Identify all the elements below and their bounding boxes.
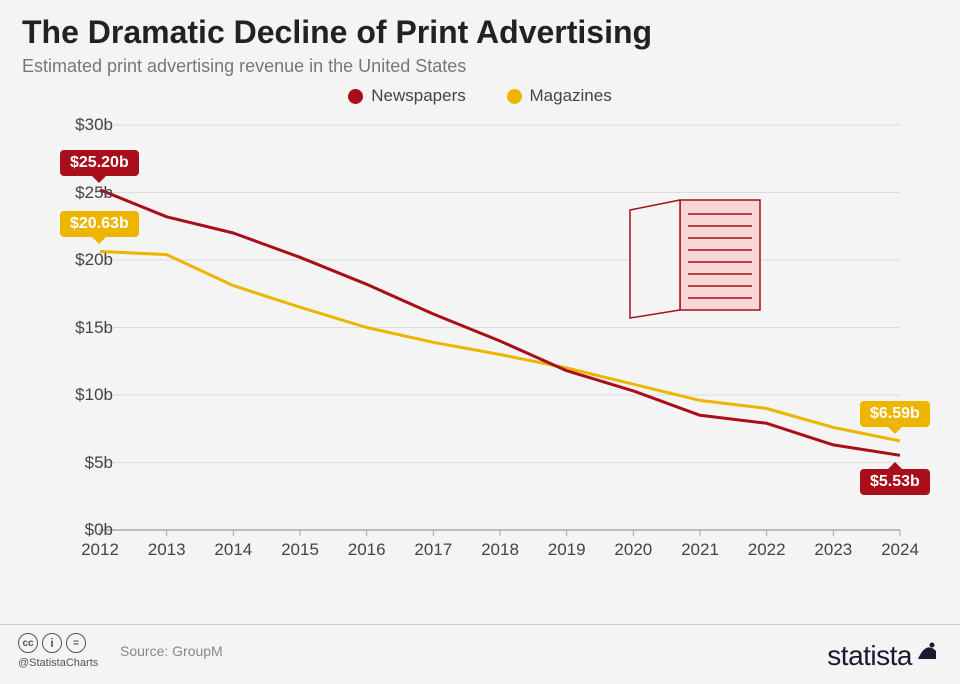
y-axis-label: $0b xyxy=(85,520,113,540)
x-axis-label: 2017 xyxy=(414,540,452,560)
cc-icon: cc xyxy=(18,633,38,653)
y-axis-label: $30b xyxy=(75,115,113,135)
x-axis-label: 2015 xyxy=(281,540,319,560)
footer-handle: @StatistaCharts xyxy=(18,657,98,669)
x-axis-label: 2019 xyxy=(548,540,586,560)
brand-logo: statista xyxy=(827,639,938,672)
nd-icon: = xyxy=(66,633,86,653)
x-axis-label: 2012 xyxy=(81,540,119,560)
data-callout: $5.53b xyxy=(860,469,930,495)
legend-label-newspapers: Newspapers xyxy=(371,86,466,106)
legend-item-magazines: Magazines xyxy=(507,86,612,106)
source-value: GroupM xyxy=(172,643,223,659)
x-axis-label: 2018 xyxy=(481,540,519,560)
legend-item-newspapers: Newspapers xyxy=(348,86,466,106)
x-axis-label: 2020 xyxy=(614,540,652,560)
x-axis-label: 2016 xyxy=(348,540,386,560)
x-axis-label: 2013 xyxy=(148,540,186,560)
data-callout: $25.20b xyxy=(60,150,139,176)
y-axis-label: $10b xyxy=(75,385,113,405)
source-label: Source: xyxy=(120,643,168,659)
x-axis-label: 2024 xyxy=(881,540,919,560)
y-axis-label: $20b xyxy=(75,250,113,270)
by-icon: i xyxy=(42,633,62,653)
footer-source: Source: GroupM xyxy=(120,643,223,659)
legend-swatch-magazines xyxy=(507,89,522,104)
y-axis-label: $15b xyxy=(75,318,113,338)
x-axis-label: 2014 xyxy=(214,540,252,560)
x-axis-label: 2023 xyxy=(814,540,852,560)
legend-label-magazines: Magazines xyxy=(530,86,612,106)
data-callout: $6.59b xyxy=(860,401,930,427)
chart-title: The Dramatic Decline of Print Advertisin… xyxy=(22,14,652,51)
chart-svg xyxy=(90,120,920,560)
y-axis-label: $5b xyxy=(85,453,113,473)
chart-subtitle: Estimated print advertising revenue in t… xyxy=(22,56,466,77)
brand-mark xyxy=(916,639,938,661)
chart-plot-area xyxy=(90,120,920,560)
brand-name: statista xyxy=(827,640,912,671)
chart-footer: cc i = @StatistaCharts Source: GroupM st… xyxy=(0,624,960,684)
x-axis-label: 2022 xyxy=(748,540,786,560)
data-callout: $20.63b xyxy=(60,211,139,237)
x-axis-label: 2021 xyxy=(681,540,719,560)
legend-swatch-newspapers xyxy=(348,89,363,104)
chart-legend: Newspapers Magazines xyxy=(0,86,960,109)
cc-license-icons: cc i = xyxy=(18,633,86,653)
